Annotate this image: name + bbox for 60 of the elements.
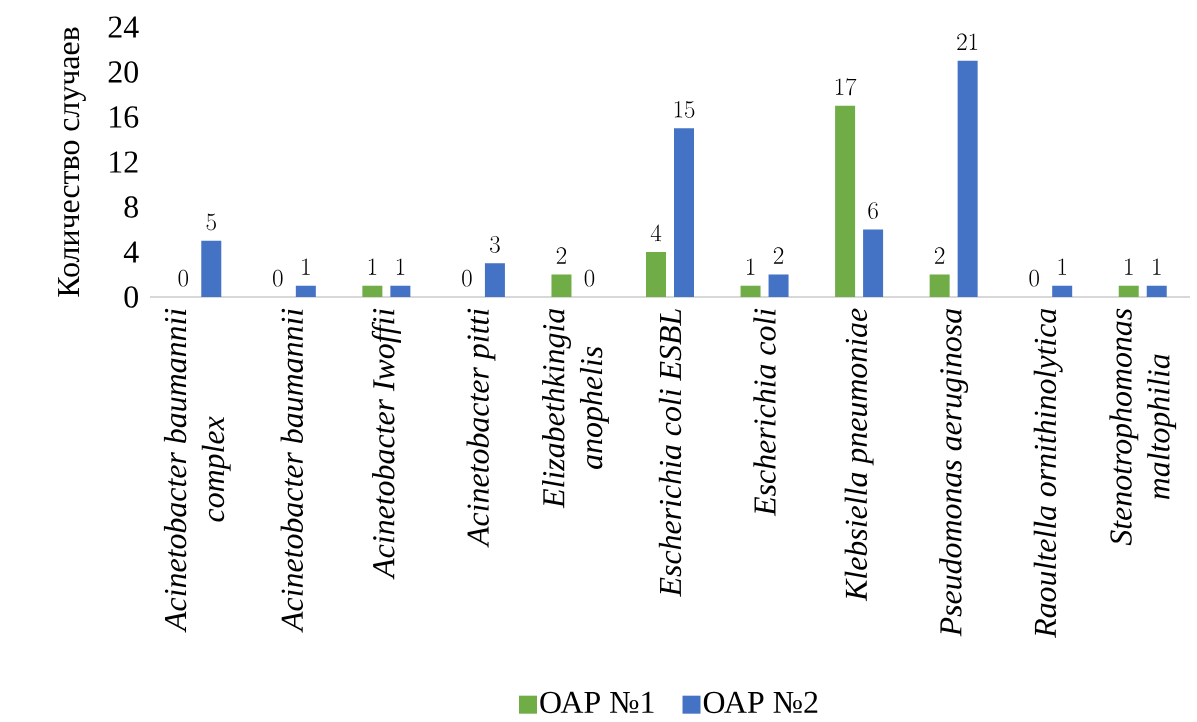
- data-label: 2: [556, 247, 567, 264]
- bar: [863, 229, 884, 297]
- data-label: 0: [1029, 269, 1039, 287]
- bar: [835, 105, 856, 297]
- data-label: 1: [302, 258, 310, 275]
- bar: [551, 274, 572, 297]
- bar: [484, 263, 505, 297]
- data-label: 1: [1125, 258, 1133, 275]
- bar: [768, 274, 789, 297]
- legend-label: ОАР №1: [540, 691, 654, 714]
- bar: [740, 285, 761, 297]
- data-label: 0: [584, 269, 595, 287]
- data-label: 0: [462, 269, 472, 287]
- data-label: 2: [773, 247, 784, 264]
- bar: [201, 240, 222, 297]
- bar: [1118, 285, 1139, 297]
- data-label: 5: [206, 213, 216, 231]
- bar: [646, 251, 667, 297]
- data-label: 0: [273, 269, 283, 287]
- bar: [295, 285, 316, 297]
- y-tick-label: 12: [110, 151, 138, 173]
- data-label: 4: [650, 224, 662, 242]
- bar: [957, 60, 978, 297]
- data-label: 0: [178, 269, 188, 287]
- data-label: 15: [674, 101, 695, 118]
- data-label: 1: [368, 258, 377, 275]
- x-tick-label: Stenotrophomonas maltophilia: [1109, 308, 1177, 546]
- bar: [362, 285, 383, 297]
- data-label: 21: [957, 33, 978, 50]
- y-tick-label: 16: [110, 106, 139, 128]
- x-tick-label: Raoultella ornithinolytica: [1033, 308, 1063, 638]
- y-tick-label: 8: [124, 196, 138, 218]
- data-label: 1: [1153, 258, 1161, 275]
- x-tick-label: Escherichia coli ESBL: [658, 309, 682, 597]
- data-label: 1: [1058, 258, 1067, 275]
- bar: [1052, 285, 1073, 297]
- data-label: 1: [747, 258, 755, 275]
- x-tick-label: Elizabethkingia anophelis: [542, 308, 609, 509]
- data-label: 17: [835, 78, 857, 96]
- x-tick-label: Acinetobacter baumannii complex: [163, 308, 231, 633]
- x-tick-label: Pseudomonas aeruginosa: [939, 309, 969, 637]
- y-tick-label: 4: [123, 241, 139, 263]
- bar: [674, 128, 695, 297]
- x-tick-label: Klebsiella pneumoniae: [844, 308, 874, 602]
- data-label: 1: [396, 258, 405, 275]
- x-tick-label: Acinetobacter pitti: [466, 308, 496, 548]
- y-tick-label: 24: [108, 16, 139, 38]
- bar: [1146, 285, 1167, 297]
- bar: [929, 274, 950, 297]
- y-tick-label: 20: [108, 61, 138, 83]
- x-tick-label: Escherichia coli: [753, 308, 776, 517]
- y-tick-label: 0: [124, 286, 138, 308]
- data-label: 6: [868, 202, 878, 220]
- x-tick-label: Acinetobacter baumannii: [280, 308, 304, 633]
- y-axis-title: Количество случаев: [58, 27, 86, 297]
- legend-label: ОАР №2: [703, 691, 818, 714]
- bar: [390, 285, 411, 297]
- data-label: 3: [490, 236, 500, 253]
- x-tick-label: Acinetobacter Iwoffii: [371, 308, 401, 580]
- data-label: 2: [934, 247, 945, 264]
